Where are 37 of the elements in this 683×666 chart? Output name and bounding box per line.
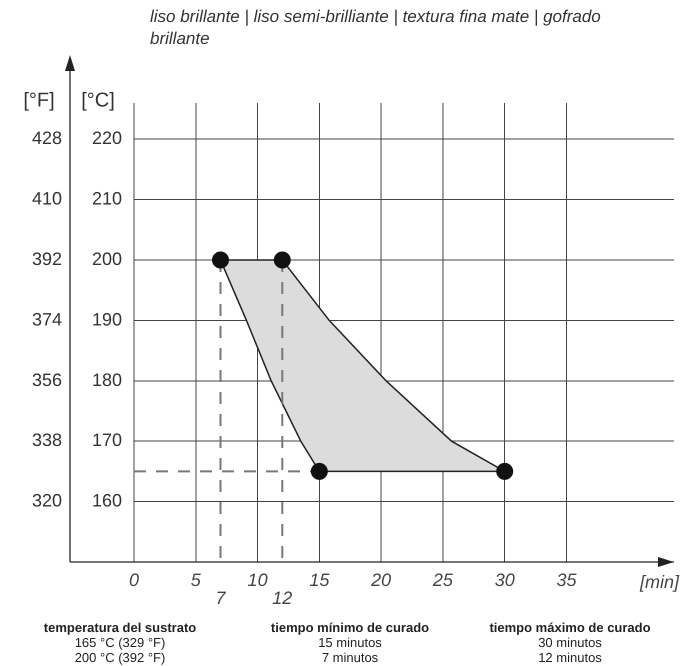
x-tick-label: 25 — [432, 570, 454, 590]
y2-tick-label: 338 — [32, 430, 62, 450]
x-tick-label: 15 — [309, 570, 330, 590]
y2-tick-label: 410 — [32, 188, 62, 209]
text: 165 °C (329 °F) — [74, 635, 166, 650]
text: 12 minutos — [537, 650, 603, 665]
x-tick-label: 0 — [128, 570, 140, 590]
y-tick-label: 170 — [92, 430, 122, 450]
y-tick-label: 220 — [92, 128, 122, 148]
text: 7 minutos — [320, 650, 380, 665]
annotation: 7 — [215, 588, 226, 608]
text: tiempo mínimo de curado — [270, 620, 430, 635]
text: temperatura del sustrato — [42, 620, 198, 635]
x-tick-label: 5 — [190, 570, 202, 590]
x-tick-label: 10 — [248, 570, 268, 590]
chart-title: liso brillante | liso semi-brilliante | textura fina mate | gofrado brillante — [150, 6, 602, 50]
y-tick-label: 190 — [92, 309, 122, 330]
y2-axis-title: [°F] — [23, 90, 55, 112]
annotation: 12 — [272, 588, 292, 608]
y2-tick-label: 356 — [32, 370, 62, 390]
y-tick-label: 200 — [92, 248, 122, 269]
x-axis-title: [min] — [638, 572, 680, 592]
text: tiempo máximo de curado — [488, 620, 652, 635]
text: 30 minutos — [537, 635, 603, 650]
y2-tick-label: 428 — [32, 128, 62, 148]
y-tick-label: 180 — [92, 370, 122, 390]
y2-tick-label: 392 — [32, 248, 62, 269]
y-tick-label: 210 — [92, 188, 122, 209]
text: 15 minutos — [317, 635, 383, 650]
text: 200 °C (392 °F) — [74, 650, 166, 665]
y2-tick-label: 374 — [32, 309, 62, 330]
y-axis-title: [°C] — [81, 90, 115, 112]
y2-tick-label: 320 — [32, 490, 62, 511]
x-tick-label: 20 — [370, 570, 392, 590]
y-tick-label: 160 — [92, 490, 122, 511]
x-tick-label: 30 — [494, 570, 515, 590]
x-tick-label: 35 — [556, 570, 578, 590]
